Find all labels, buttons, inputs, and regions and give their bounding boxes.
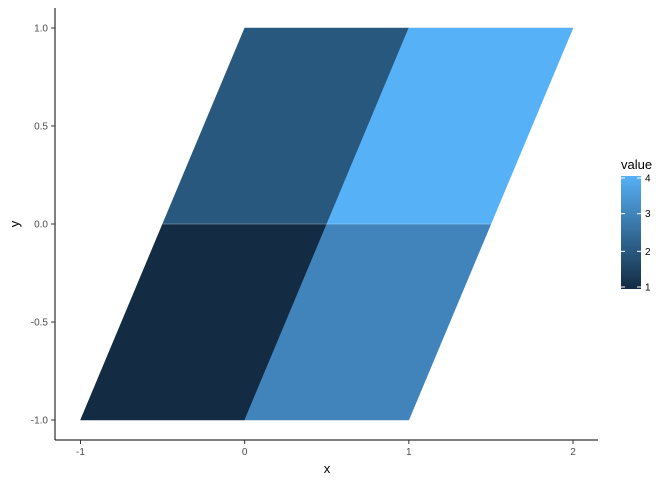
y-tick-label: -1.0	[31, 416, 49, 427]
heatmap-cells	[80, 27, 574, 421]
y-tick-label: -0.5	[31, 318, 49, 329]
x-tick-label: 0	[242, 447, 248, 458]
legend-colorbar	[621, 176, 641, 289]
x-axis-ticks: -1 0 1 2	[76, 440, 576, 458]
x-axis-title: x	[324, 461, 331, 476]
legend-title: value	[621, 157, 652, 172]
x-tick-label: 2	[570, 447, 576, 458]
legend-ticks: 1 2 3 4	[621, 174, 651, 294]
legend-label: 2	[645, 247, 651, 258]
x-tick-label: 1	[406, 447, 412, 458]
y-axis-title: y	[7, 220, 22, 227]
y-tick-label: 0.0	[34, 220, 48, 231]
legend: value 1 2 3 4	[621, 157, 652, 294]
legend-label: 4	[645, 174, 651, 185]
x-tick-label: -1	[76, 447, 85, 458]
legend-label: 3	[645, 209, 651, 220]
y-tick-label: 0.5	[34, 122, 48, 133]
y-tick-label: 1.0	[34, 24, 48, 35]
legend-label: 1	[645, 283, 651, 294]
y-axis-ticks: -1.0 -0.5 0.0 0.5 1.0	[31, 24, 55, 427]
